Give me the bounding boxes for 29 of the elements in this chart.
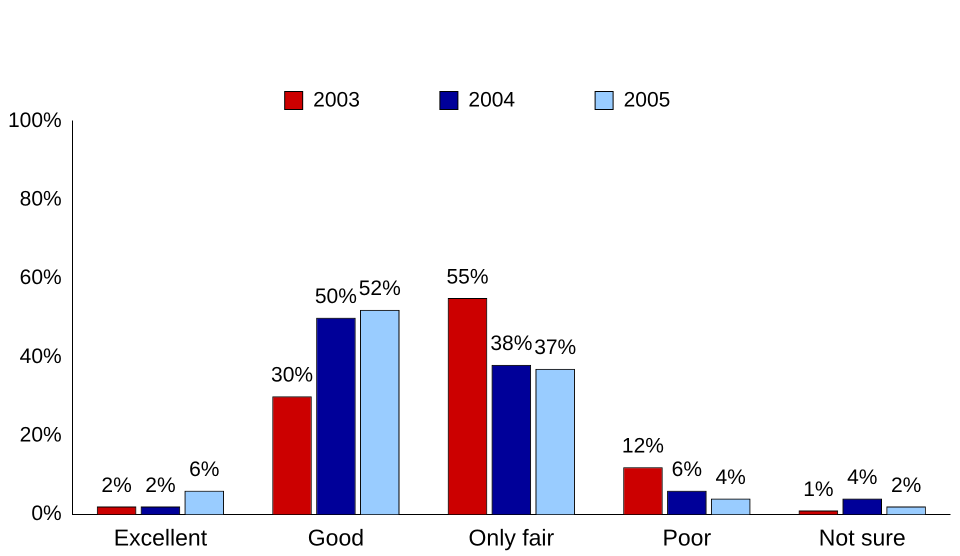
legend-label: 2003 xyxy=(313,88,360,112)
x-tick-label: Only fair xyxy=(468,524,555,551)
x-tick-label: Not sure xyxy=(818,524,906,551)
x-tick-label: Good xyxy=(308,524,364,551)
data-label: 2% xyxy=(145,474,176,497)
y-tick-label: 0% xyxy=(31,502,62,526)
data-label: 30% xyxy=(271,364,314,387)
legend-label: 2004 xyxy=(468,88,516,112)
data-label: 6% xyxy=(189,458,220,482)
data-label: 2% xyxy=(101,474,132,497)
x-tick-label: Excellent xyxy=(114,524,208,551)
data-label: 6% xyxy=(672,458,702,482)
data-label: 4% xyxy=(847,466,878,489)
data-label: 1% xyxy=(803,478,834,501)
data-label: 12% xyxy=(622,434,664,458)
data-label: 50% xyxy=(314,284,357,308)
data-label: 4% xyxy=(716,466,746,489)
y-tick-label: 60% xyxy=(20,266,62,290)
data-label: 37% xyxy=(534,336,576,360)
y-tick-label: 80% xyxy=(20,187,62,210)
x-tick-label: Poor xyxy=(662,524,712,551)
data-label: 52% xyxy=(358,277,401,300)
y-tick-label: 100% xyxy=(8,108,62,132)
legend-label: 2005 xyxy=(624,88,670,112)
data-label: 2% xyxy=(890,474,922,497)
data-label: 55% xyxy=(446,265,489,288)
data-label: 38% xyxy=(490,332,532,356)
y-tick-label: 20% xyxy=(20,424,62,447)
y-tick-label: 40% xyxy=(20,344,62,368)
